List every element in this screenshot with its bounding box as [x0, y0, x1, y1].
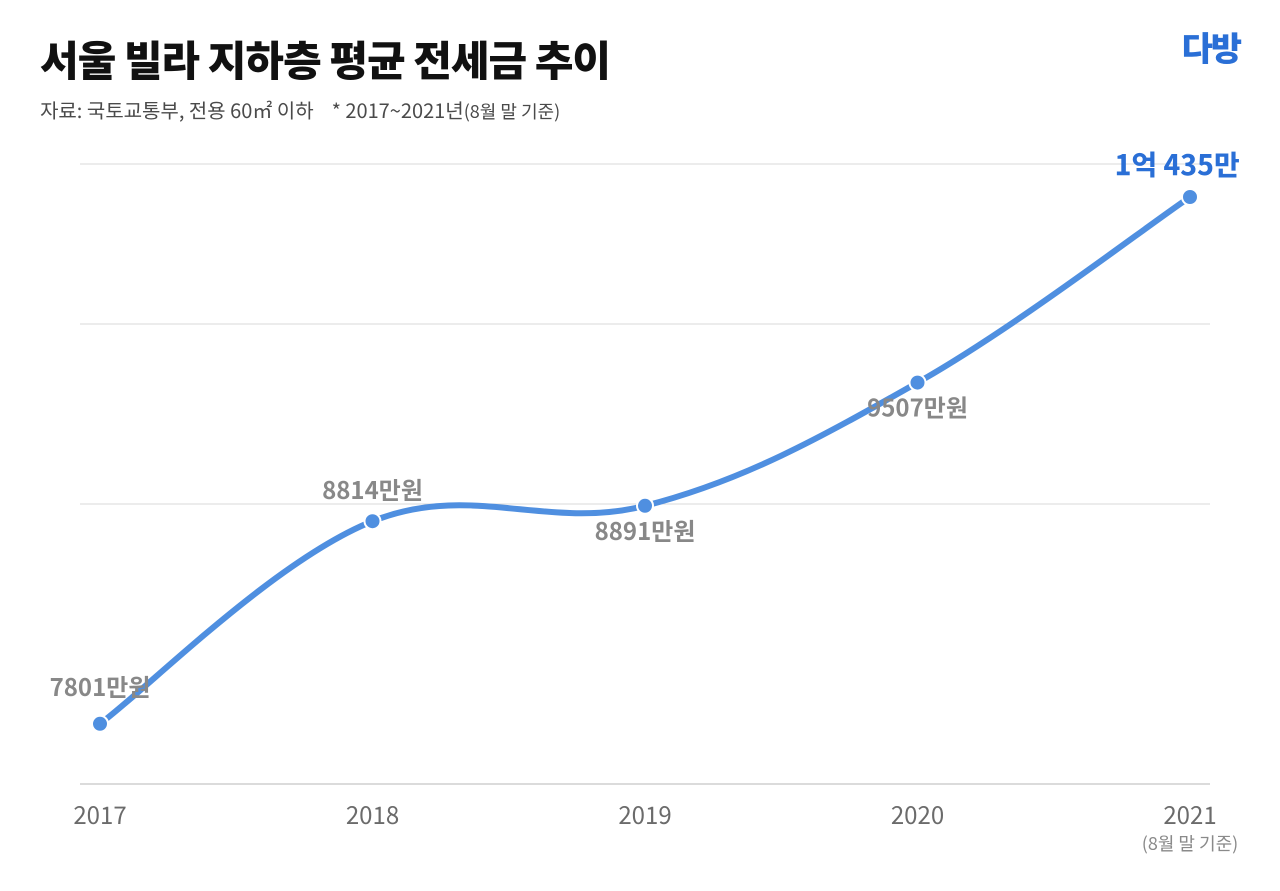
- chart-title: 서울 빌라 지하층 평균 전세금 추이: [40, 28, 1240, 89]
- value-label: 1억 435만원: [1115, 144, 1240, 184]
- data-point: [1182, 189, 1198, 205]
- x-axis-label: 2017: [73, 796, 126, 831]
- x-axis-label: 2019: [618, 796, 671, 831]
- value-label: 9507만원: [867, 389, 968, 424]
- chart-plot: 7801만원 8814만원 8891만원 9507만원 1억 435만원 2017 2018…: [40, 134, 1240, 834]
- value-label: 8814만원: [322, 471, 423, 506]
- subtitle-small: (8월 말 기준): [464, 98, 560, 124]
- x-axis-label: 2020: [891, 796, 944, 831]
- value-label: 7801만원: [50, 668, 151, 703]
- brand-logo: 다방: [1181, 22, 1240, 71]
- subtitle-source: 자료: 국토교통부, 전용 60㎡ 이하: [40, 95, 314, 124]
- chart-container: 다방 서울 빌라 지하층 평균 전세금 추이 자료: 국토교통부, 전용 60㎡…: [0, 0, 1280, 891]
- x-axis-label: 2018: [346, 796, 399, 831]
- subtitle-note: * 2017~2021년: [332, 95, 464, 124]
- value-label: 8891만원: [595, 512, 696, 547]
- x-axis-sublabel: (8월 말 기준): [1142, 830, 1238, 856]
- x-axis-label: 2021: [1163, 796, 1216, 831]
- data-point: [92, 716, 108, 732]
- series-line: [100, 197, 1190, 724]
- chart-svg: 7801만원 8814만원 8891만원 9507만원 1억 435만원 2017 2018…: [40, 134, 1240, 874]
- chart-subtitle: 자료: 국토교통부, 전용 60㎡ 이하 * 2017~2021년(8월 말 기…: [40, 95, 1240, 124]
- data-point: [365, 513, 381, 529]
